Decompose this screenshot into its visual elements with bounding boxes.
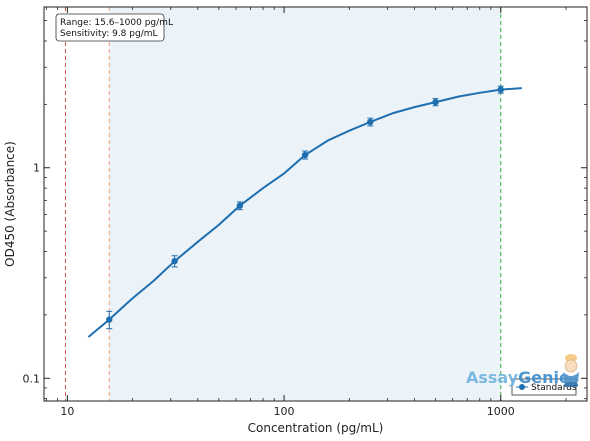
y-tick-label: 1 (33, 162, 40, 175)
standard-point (236, 201, 244, 211)
assay-genie-logo: AssayGenie (466, 354, 579, 388)
data-point-marker (236, 202, 244, 209)
standard-point (106, 310, 113, 330)
legend: Standards (511, 378, 577, 396)
range-text: Range: 15.6–1000 pg/mL (60, 18, 173, 28)
y-axis-label: OD450 (Absorbance) (3, 141, 17, 267)
svg-text:AssayGenie: AssayGenie (466, 368, 570, 387)
sensitivity-text: Sensitivity: 9.8 pg/mL (60, 29, 158, 39)
data-point-marker (171, 257, 178, 265)
x-tick-label: 10 (60, 405, 74, 418)
plot-frame (43, 6, 588, 402)
range-annotation-box: Range: 15.6–1000 pg/mL Sensitivity: 9.8 … (55, 13, 173, 42)
x-tick-label: 1000 (487, 405, 515, 418)
standard-point (432, 98, 439, 107)
logo-text-assay: Assay (466, 368, 519, 387)
data-point-marker (367, 118, 374, 126)
data-point-marker (497, 86, 504, 93)
standard-point (171, 255, 178, 268)
x-axis-label: Concentration (pg/mL) (248, 421, 384, 435)
assay-range-shading (109, 7, 501, 401)
x-tick-label: 100 (274, 405, 295, 418)
data-point-marker (106, 316, 113, 323)
legend-label-standards: Standards (531, 383, 577, 393)
standard-point (367, 117, 374, 127)
data-point-marker (301, 151, 309, 159)
y-tick-label: 0.1 (23, 372, 41, 385)
standard-point (301, 150, 309, 160)
standard-point (497, 85, 504, 94)
reference-lines (64, 7, 502, 401)
logo-text-genie: Genie (518, 368, 570, 387)
legend-point-marker (519, 384, 525, 390)
genie-mascot-icon (563, 354, 579, 388)
standards-points (106, 85, 504, 330)
data-point-marker (432, 98, 439, 106)
axis-ticks: 10 100 1000 0.1 1 (23, 7, 587, 418)
